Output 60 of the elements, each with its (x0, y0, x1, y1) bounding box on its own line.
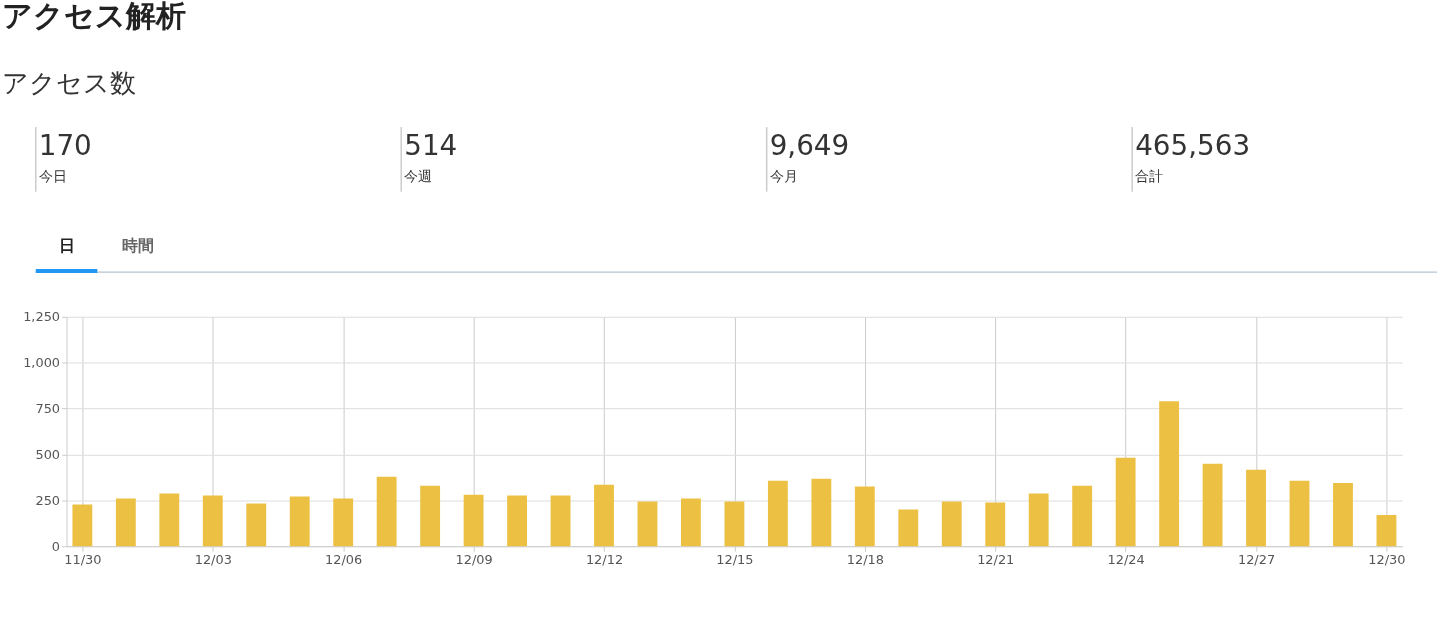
bar (767, 480, 788, 547)
bar (202, 495, 223, 547)
x-tick-label: 12/24 (1107, 551, 1145, 567)
text: アクセス解析 (1, 0, 186, 33)
text: 今月 (769, 167, 798, 184)
bar (246, 503, 267, 547)
x-tick-label: 12/12 (585, 551, 624, 567)
x-tick-label: 12/15 (716, 551, 754, 567)
bar (854, 486, 875, 547)
text: 9,649 (769, 128, 850, 162)
bar (1072, 485, 1093, 547)
bar (898, 509, 919, 547)
x-tick-label: 12/27 (1237, 551, 1276, 567)
x-tick-label: 12/30 (1368, 551, 1406, 567)
y-tick-label: 1,000 (23, 355, 61, 371)
bar (289, 496, 310, 547)
bar (420, 485, 441, 547)
bar (985, 502, 1006, 547)
bar (1028, 493, 1049, 547)
x-tick-label: 12/18 (846, 551, 884, 567)
bar (333, 498, 354, 547)
bar (376, 476, 397, 547)
x-tick-label: 12/21 (977, 551, 1015, 567)
bar (550, 495, 571, 547)
bar (681, 498, 701, 547)
x-tick-label: 12/03 (194, 551, 232, 567)
bar (1289, 480, 1310, 547)
bar (724, 501, 745, 547)
text: 今日 (38, 167, 67, 184)
bar (463, 494, 484, 547)
bar (1202, 463, 1223, 547)
text: 465,563 (1135, 128, 1251, 162)
text: 日 (58, 236, 75, 256)
bar (159, 493, 180, 547)
bar (1115, 457, 1136, 547)
bar (594, 484, 614, 547)
y-tick-label: 0 (51, 538, 61, 554)
bar (1246, 469, 1266, 547)
x-tick-label: 12/09 (455, 551, 493, 567)
y-tick-label: 250 (35, 492, 61, 508)
bar (1376, 515, 1397, 547)
y-tick-label: 1,250 (23, 309, 61, 325)
bar (1333, 483, 1353, 547)
x-tick-label: 11/30 (64, 551, 102, 567)
y-tick-label: 500 (35, 446, 61, 462)
text: 今週 (404, 167, 433, 184)
text: アクセス数 (1, 68, 136, 99)
bar (507, 495, 527, 547)
x-tick-label: 12/06 (325, 551, 363, 567)
bar (811, 478, 832, 547)
text: 時間 (122, 236, 155, 256)
text: 514 (404, 128, 458, 162)
text: 合計 (1135, 167, 1164, 184)
bar (637, 501, 658, 547)
y-tick-label: 750 (35, 401, 61, 417)
bar (941, 501, 962, 547)
bar (72, 504, 93, 547)
bar (115, 498, 136, 547)
text: 170 (38, 128, 92, 162)
bar (1159, 401, 1180, 547)
